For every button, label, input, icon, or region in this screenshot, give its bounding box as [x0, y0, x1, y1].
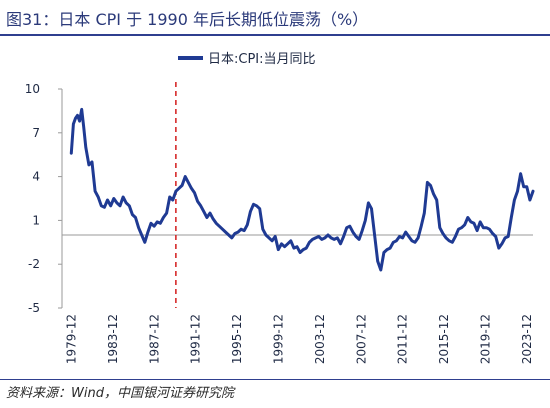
y-tick-label: -2 — [28, 257, 40, 271]
legend-label: 日本:CPI:当月同比 — [208, 52, 316, 67]
y-tick-label: 10 — [25, 82, 40, 96]
x-tick-label: 1999-12 — [272, 314, 286, 364]
title-rule — [0, 34, 550, 36]
y-tick-label: 4 — [32, 170, 40, 184]
plot-area — [69, 82, 535, 308]
x-tick-label: 1983-12 — [106, 314, 120, 364]
y-axis: 10 7 4 1 -2 -5 — [25, 82, 63, 315]
source-rule — [0, 379, 550, 380]
x-tick-label: 2015-12 — [437, 314, 451, 364]
x-tick-label: 2007-12 — [354, 314, 368, 364]
series-line-0 — [69, 107, 535, 272]
x-tick-label: 2019-12 — [479, 314, 493, 364]
source-note: 资料来源：Wind，中国银河证券研究院 — [6, 386, 234, 401]
x-tick-label: 1991-12 — [189, 314, 203, 364]
figure-title: 图31：日本 CPI 于 1990 年后长期低位震荡（%） — [6, 10, 369, 29]
y-tick-label: 1 — [32, 213, 40, 227]
x-axis: 1979-12 1983-12 1987-12 1991-12 1995-12 1999-… — [62, 234, 534, 364]
x-tick-label: 2023-12 — [520, 314, 534, 364]
x-tick-label: 2011-12 — [396, 314, 410, 364]
x-tick-label: 1979-12 — [64, 314, 78, 364]
x-tick-label: 2003-12 — [313, 314, 327, 364]
x-tick-label: 1987-12 — [147, 314, 161, 364]
y-tick-label: 7 — [32, 126, 40, 140]
x-tick-label: 1995-12 — [230, 314, 244, 364]
y-tick-label: -5 — [28, 301, 40, 315]
legend: 日本:CPI:当月同比 — [178, 52, 316, 67]
line-chart: 日本:CPI:当月同比 10 7 4 1 -2 -5 1979-12 1983-12 1987… — [25, 52, 535, 364]
